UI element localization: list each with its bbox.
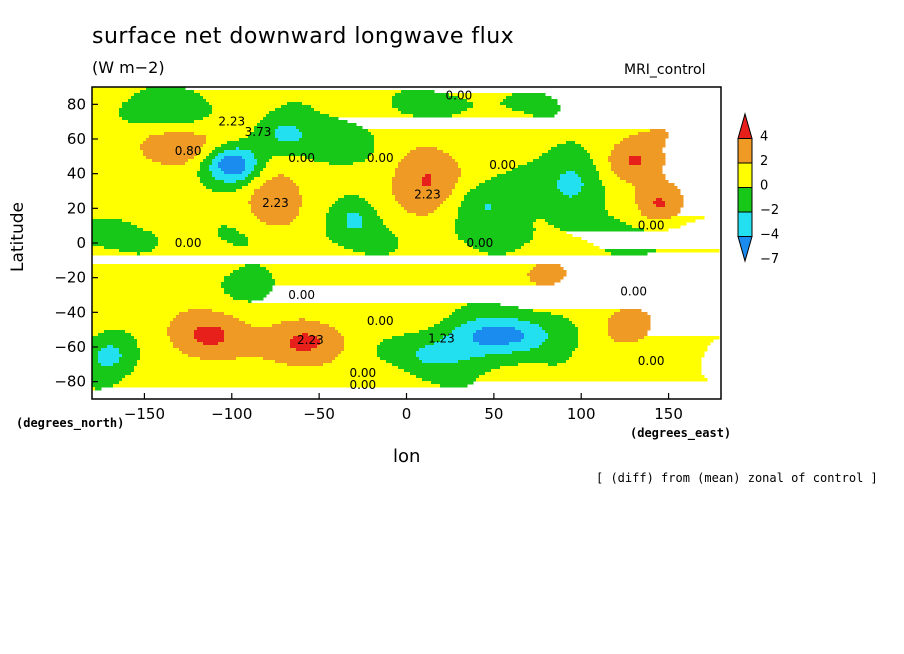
y-tick-label: −20 — [54, 269, 86, 287]
contour-label: 0.00 — [620, 285, 647, 299]
contour-label: 0.00 — [489, 158, 516, 172]
x-tick-label: 150 — [654, 405, 683, 423]
x-tick-label: −50 — [303, 405, 335, 423]
colorbar-label: 4 — [760, 129, 768, 144]
x-tick-label: 0 — [402, 405, 412, 423]
colorbar-label: −2 — [760, 203, 779, 218]
y-tick-label: −40 — [54, 303, 86, 321]
axis-ticks: −150 −100 −50 0 50 100 150 −80 −60 −40 −20 0 20 40 60 8… — [54, 95, 683, 423]
colorbar-segment — [737, 162, 753, 188]
contour-label: 2.23 — [297, 333, 324, 347]
colorbar-segment — [737, 138, 753, 164]
colorbar-segment — [737, 112, 753, 139]
y-tick-label: 60 — [67, 130, 86, 148]
colorbar: 4 2 0 −2 −4 −7 — [737, 112, 779, 267]
x-tick-label: 100 — [567, 405, 596, 423]
contour-label: 0.00 — [349, 366, 376, 380]
contour-label: 2.23 — [262, 196, 289, 210]
contour-label: 0.00 — [367, 151, 394, 165]
x-tick-label: −150 — [124, 405, 165, 423]
x-axis-label: lon — [393, 446, 421, 467]
colorbar-segment — [737, 236, 753, 263]
contour-label: 2.23 — [414, 187, 441, 201]
x-axis-unit: (degrees_east) — [630, 426, 732, 440]
run-label: MRI_control — [624, 62, 706, 78]
colorbar-segment — [737, 211, 753, 237]
x-tick-label: −100 — [211, 405, 252, 423]
chart-units: (W m−2) — [92, 58, 165, 77]
footer-note: [ (diff) from (mean) zonal of control ] — [596, 471, 878, 485]
contour-field — [92, 87, 720, 391]
colorbar-label: 2 — [760, 154, 768, 169]
contour-label: 0.80 — [175, 144, 202, 158]
y-tick-label: −60 — [54, 338, 86, 356]
contour-label: 0.00 — [367, 314, 394, 328]
x-tick-label: 50 — [484, 405, 503, 423]
contour-label: 0.00 — [467, 236, 494, 250]
colorbar-label: 0 — [760, 178, 768, 193]
contour-label: 3.73 — [245, 125, 272, 139]
contour-label: 0.00 — [638, 219, 665, 233]
chart-title: surface net downward longwave flux — [92, 24, 515, 49]
colorbar-label: −7 — [760, 252, 779, 267]
contour-labels: 2.233.730.80 0.00 0.000.000.002.232.230.00… — [175, 89, 665, 392]
y-tick-label: 40 — [67, 165, 86, 183]
y-axis-unit: (degrees_north) — [16, 416, 125, 430]
y-tick-label: 0 — [76, 234, 86, 252]
y-tick-label: 20 — [67, 199, 86, 217]
contour-label: 0.00 — [175, 236, 202, 250]
colorbar-label: −4 — [760, 227, 779, 242]
contour-label: 0.00 — [446, 89, 473, 103]
contour-label: 0.00 — [288, 151, 315, 165]
contour-label: 0.00 — [288, 288, 315, 302]
colorbar-segment — [737, 187, 753, 213]
contour-label: 1.23 — [428, 331, 455, 345]
contour-label: 0.00 — [638, 354, 665, 368]
contour-label: 2.23 — [218, 115, 245, 129]
y-tick-label: 80 — [67, 95, 86, 113]
y-tick-label: −80 — [54, 373, 86, 391]
contour-label: 0.00 — [349, 378, 376, 392]
